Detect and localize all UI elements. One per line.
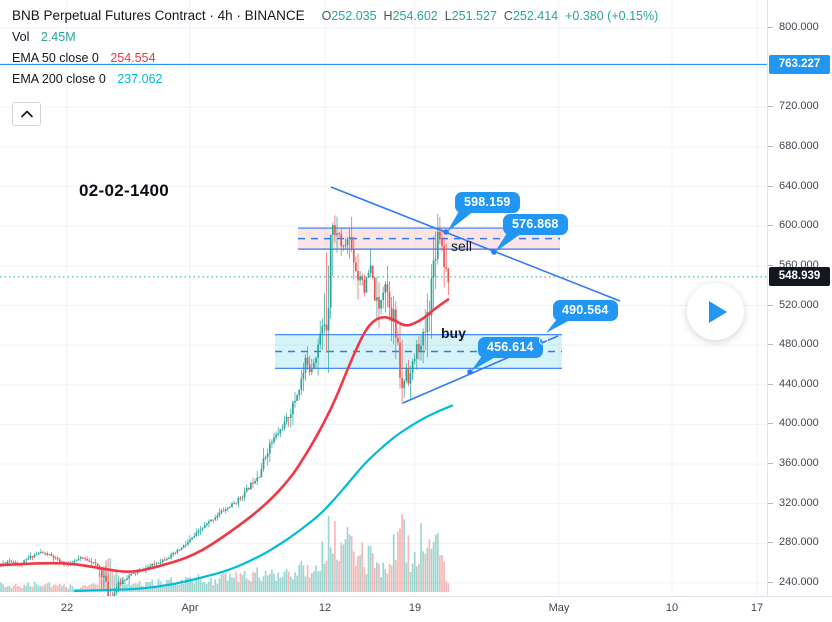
- change-value: +0.380 (+0.15%): [565, 9, 659, 23]
- ema50-indicator-label[interactable]: EMA 50 close 0: [12, 51, 99, 65]
- price-axis[interactable]: 763.227 548.939 800.000 720.000 680.000 640…: [767, 0, 832, 596]
- low-label: L: [444, 9, 452, 23]
- play-button[interactable]: [687, 283, 744, 340]
- time-tick-12: 12: [318, 602, 332, 614]
- time-tick-10: 10: [665, 602, 679, 614]
- open-label: O: [321, 9, 332, 23]
- collapse-legend-button[interactable]: [12, 102, 41, 126]
- volume-value: 2.45M: [40, 30, 76, 44]
- drawing-anchor-ring[interactable]: [539, 336, 548, 345]
- time-tick-19: 19: [408, 602, 422, 614]
- time-axis[interactable]: 22 Apr 12 19 May 10 17: [0, 596, 832, 622]
- callout-456[interactable]: 456.614: [478, 337, 543, 358]
- close-label: C: [503, 9, 513, 23]
- time-tick-Apr: Apr: [181, 602, 199, 614]
- time-tick-22: 22: [60, 602, 74, 614]
- high-value: 254.602: [392, 9, 438, 23]
- callout-576[interactable]: 576.868: [503, 214, 568, 235]
- ema200-indicator-label[interactable]: EMA 200 close 0: [12, 72, 106, 86]
- level-price-badge: 763.227: [769, 54, 830, 74]
- play-icon: [709, 300, 727, 323]
- callout-598[interactable]: 598.159: [455, 192, 520, 213]
- sell-zone-label[interactable]: sell: [451, 238, 473, 254]
- last-price-badge: 548.939: [769, 267, 830, 287]
- low-value: 251.527: [451, 9, 497, 23]
- open-value: 252.035: [331, 9, 377, 23]
- symbol-title[interactable]: BNB Perpetual Futures Contract · 4h · BI…: [12, 8, 305, 23]
- time-tick-17: 17: [750, 602, 764, 614]
- close-value: 252.414: [512, 9, 559, 23]
- volume-indicator-label[interactable]: Vol: [12, 30, 30, 44]
- callout-490[interactable]: 490.564: [553, 300, 618, 321]
- time-tick-May: May: [548, 602, 570, 614]
- legend: BNB Perpetual Futures Contract · 4h · BI…: [12, 5, 658, 90]
- high-label: H: [383, 9, 393, 23]
- ema200-value: 237.062: [117, 72, 163, 86]
- ema50-value: 254.554: [110, 51, 156, 65]
- date-annotation-text[interactable]: 02-02-1400: [79, 181, 169, 200]
- chevron-up-icon: [20, 110, 33, 118]
- buy-zone-label[interactable]: buy: [441, 325, 466, 341]
